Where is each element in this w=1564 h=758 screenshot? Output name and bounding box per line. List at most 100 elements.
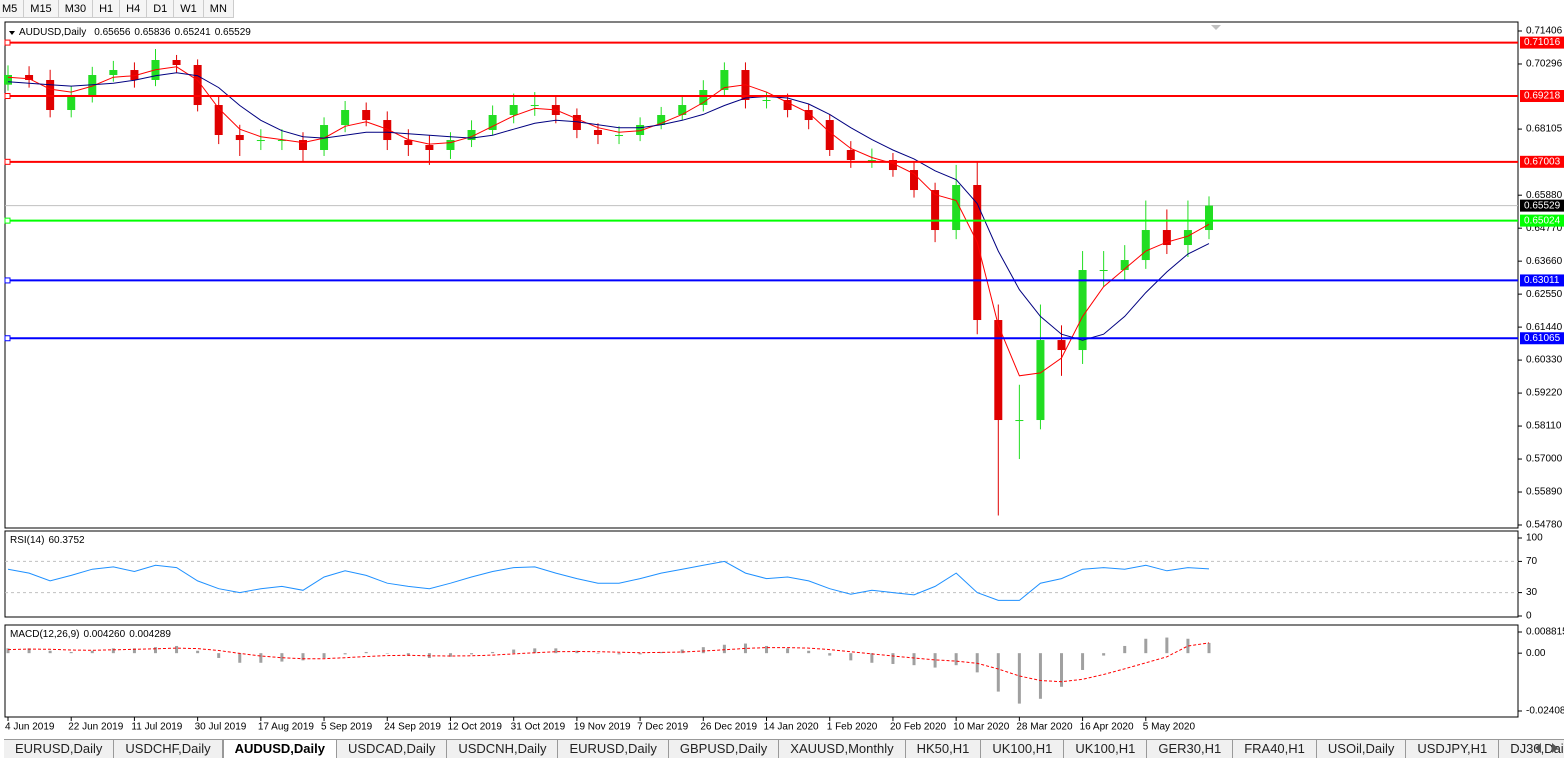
x-tick-label: 28 Mar 2020 — [1016, 722, 1073, 733]
x-tick-label: 16 Apr 2020 — [1080, 722, 1134, 733]
macd-bar — [554, 648, 558, 654]
candle-body — [320, 125, 329, 151]
candle-body — [1141, 230, 1150, 261]
macd-bar — [596, 653, 600, 654]
timeframe-button[interactable]: H1 — [93, 0, 121, 17]
candle-body — [636, 125, 645, 135]
y-tick-label: 0.70296 — [1526, 59, 1563, 70]
chart-tab[interactable]: EURUSD,Daily — [558, 740, 669, 758]
macd-bar — [1102, 653, 1106, 656]
timeframe-button[interactable]: M5 — [0, 0, 25, 17]
candle-body — [509, 105, 518, 115]
tab-scroll[interactable] — [1534, 742, 1560, 754]
candle-body — [446, 140, 455, 151]
y-tick-label: 0.62550 — [1526, 289, 1563, 300]
candle-body — [256, 140, 265, 142]
labels-layer: 0.71016 0.69218 0.67003 0.65024 0.63011 0.610… — [5, 27, 1564, 733]
chart-tab[interactable]: XAUUSD,Monthly — [779, 740, 906, 758]
chart-tab[interactable]: AUDUSD,Daily — [222, 740, 337, 758]
chart-tab[interactable]: GER30,H1 — [1147, 740, 1234, 758]
tab-left[interactable] — [1535, 743, 1541, 753]
candle-body — [867, 160, 876, 162]
macd-bar — [1038, 653, 1042, 699]
candle-body — [615, 134, 624, 136]
macd-bar — [280, 653, 284, 662]
macd-bar — [238, 653, 242, 663]
candle-body — [383, 120, 392, 141]
macd-value: 0.004260 — [83, 629, 125, 640]
chart-tab[interactable]: USDCNH,Daily — [447, 740, 559, 758]
macd-bar — [659, 651, 663, 654]
macd-bar — [996, 653, 1000, 692]
macd-bar — [90, 650, 94, 654]
timeframe-button[interactable]: M30 — [59, 0, 94, 17]
rsi-line — [7, 560, 1210, 601]
macd-name: MACD(12,26,9) — [10, 629, 79, 640]
chart-tab[interactable]: UK100,H1 — [1064, 740, 1148, 758]
rsi-value: 60.3752 — [48, 535, 85, 546]
timeframe-button[interactable]: MN — [204, 0, 234, 17]
macd-bar — [448, 653, 452, 657]
x-tick-label: 12 Oct 2019 — [447, 722, 502, 733]
macd-bar — [849, 653, 853, 661]
macd-signal — [7, 642, 1210, 683]
level-label-box — [1520, 332, 1564, 345]
candle-body — [130, 70, 139, 80]
chart-tab[interactable]: USDJPY,H1 — [1406, 740, 1500, 758]
candle-body — [404, 140, 413, 146]
candle-body — [678, 105, 687, 115]
timeframe-button[interactable]: M15 — [24, 0, 59, 17]
rsi-panel — [4, 530, 1519, 618]
macd-bar — [912, 653, 916, 666]
chart-tab[interactable]: UK100,H1 — [981, 740, 1065, 758]
macd-bar — [954, 653, 958, 666]
macd-bar — [828, 653, 832, 656]
tab-right[interactable] — [1552, 743, 1558, 753]
x-tick-label: 5 May 2020 — [1143, 722, 1196, 733]
macd-bar — [512, 649, 516, 654]
macd-bar — [933, 653, 937, 668]
timeframe-button[interactable]: H4 — [120, 0, 148, 17]
menu-triangle — [9, 31, 15, 35]
chart-header: AUDUSD,Daily 0.65656 0.65836 0.65241 0.65529 — [19, 27, 251, 38]
candle-body — [341, 110, 350, 126]
chart-tab[interactable]: EURUSD,Daily — [4, 740, 115, 758]
current-price-label: 0.65529 — [1524, 200, 1561, 211]
macd-bar — [1207, 642, 1211, 654]
macd-bar — [870, 653, 874, 663]
chart-tab[interactable]: GBPUSD,Daily — [669, 740, 780, 758]
macd-bar — [132, 648, 136, 654]
chart-tab[interactable]: USOil,Daily — [1317, 740, 1407, 758]
level-anchor — [4, 39, 11, 46]
x-tick-label: 7 Dec 2019 — [637, 722, 689, 733]
timeframe-button[interactable]: W1 — [174, 0, 204, 17]
macd-bar — [617, 653, 621, 655]
macd-bar — [470, 653, 474, 655]
y-tick-label: -0.024082 — [1526, 706, 1564, 717]
level-label-box — [1520, 214, 1564, 227]
candle-body — [530, 105, 539, 107]
macd-bar — [1186, 638, 1190, 654]
y-tick-label: 0.54780 — [1526, 520, 1563, 531]
y-tick-label: 0.60330 — [1526, 355, 1563, 366]
chart-tab[interactable]: FRA40,H1 — [1233, 740, 1317, 758]
chart-tab[interactable]: USDCHF,Daily — [114, 740, 223, 758]
price-panel — [4, 21, 1519, 529]
x-tick-label: 17 Aug 2019 — [258, 722, 315, 733]
y-tick-label: 0 — [1526, 611, 1532, 622]
macd-bar — [701, 647, 705, 654]
macd-bar — [217, 653, 221, 658]
chart-tab[interactable]: USDCAD,Daily — [337, 740, 448, 758]
chart-tab[interactable]: HK50,H1 — [906, 740, 982, 758]
y-tick-label: 0.61440 — [1526, 322, 1563, 333]
macd-bar — [743, 643, 747, 654]
timeframe-button[interactable]: D1 — [147, 0, 175, 17]
grid-layer: 0.71406 0.70296 0.68105 0.65880 0.64770 0.636… — [5, 26, 1564, 721]
level-label-box — [1520, 36, 1564, 49]
level-label-box — [1520, 90, 1564, 103]
macd-bar — [722, 644, 726, 654]
y-tick-label: 0.65880 — [1526, 190, 1563, 201]
candle-body — [1078, 270, 1087, 351]
macd-bar — [533, 648, 537, 654]
